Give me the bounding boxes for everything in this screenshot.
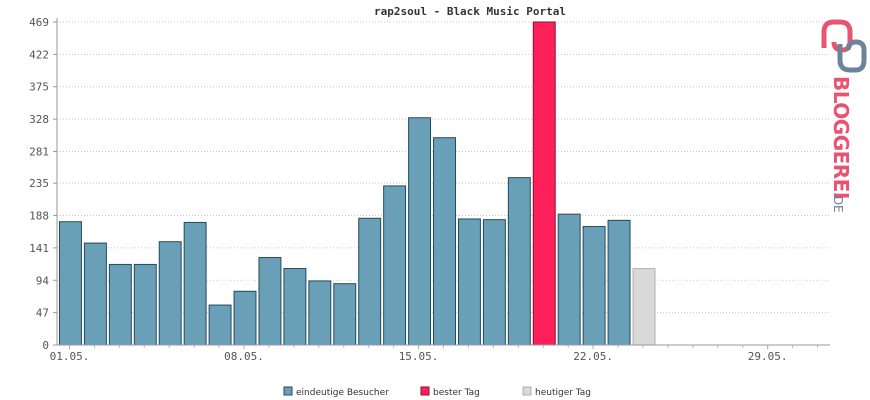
y-tick-label: 94 bbox=[36, 274, 50, 287]
bar bbox=[233, 290, 257, 346]
bar bbox=[183, 221, 207, 346]
y-tick-label: 235 bbox=[29, 177, 49, 190]
bars bbox=[58, 21, 656, 346]
x-tick-label: 01.05. bbox=[50, 350, 90, 363]
y-tick-label: 188 bbox=[29, 210, 49, 223]
chart-title: rap2soul - Black Music Portal bbox=[374, 5, 566, 18]
logo-text: BLOGGEREI bbox=[829, 76, 853, 199]
bar bbox=[408, 117, 432, 346]
bar bbox=[283, 268, 307, 346]
x-tick-label: 22.05. bbox=[573, 350, 613, 363]
x-axis-ticks: 01.05. 08.05. 15.05. 22.05. 29.05. bbox=[50, 345, 819, 363]
bar bbox=[83, 242, 107, 346]
legend-swatch bbox=[420, 386, 430, 396]
bar bbox=[482, 219, 506, 346]
bar bbox=[383, 185, 407, 346]
legend-label: heutiger Tag bbox=[535, 388, 591, 398]
y-tick-label: 328 bbox=[29, 113, 49, 126]
bar bbox=[208, 304, 232, 346]
y-axis-ticks: 0 47 94 141 188 235 281 328 375 422 469 bbox=[29, 16, 57, 352]
bar bbox=[58, 221, 82, 346]
y-tick-label: 141 bbox=[29, 242, 49, 255]
legend-label: bester Tag bbox=[433, 388, 480, 398]
bar bbox=[108, 263, 132, 346]
x-tick-label: 15.05. bbox=[399, 350, 439, 363]
bar bbox=[433, 137, 456, 346]
bar bbox=[557, 213, 581, 346]
y-tick-label: 422 bbox=[29, 48, 49, 61]
y-tick-label: 375 bbox=[29, 81, 49, 94]
x-tick-label: 29.05. bbox=[748, 350, 788, 363]
bar bbox=[358, 217, 382, 346]
bar-best-day bbox=[532, 21, 556, 346]
axes bbox=[56, 18, 830, 346]
bar bbox=[333, 283, 357, 346]
bar bbox=[158, 241, 182, 346]
y-tick-label: 469 bbox=[29, 16, 49, 29]
bar bbox=[133, 263, 157, 346]
legend-swatch bbox=[283, 386, 293, 396]
bar bbox=[258, 257, 282, 346]
bar bbox=[308, 280, 332, 346]
bar-today bbox=[632, 268, 656, 346]
bar bbox=[582, 226, 606, 346]
y-tick-label: 47 bbox=[36, 307, 49, 320]
bar bbox=[457, 218, 481, 346]
y-tick-label: 281 bbox=[29, 145, 49, 158]
legend-swatch bbox=[522, 386, 532, 396]
bloggerei-logo: BLOGGEREI .DE bbox=[821, 19, 867, 213]
logo-mark-blue bbox=[837, 39, 867, 73]
logo-suffix: .DE bbox=[831, 192, 845, 213]
bar bbox=[507, 177, 531, 346]
y-tick-label: 0 bbox=[42, 339, 49, 352]
bar bbox=[607, 219, 631, 346]
x-tick-label: 08.05. bbox=[224, 350, 264, 363]
legend-label: eindeutige Besucher bbox=[296, 388, 389, 398]
legend: eindeutige Besucher bester Tag heutiger Ta… bbox=[283, 386, 591, 398]
